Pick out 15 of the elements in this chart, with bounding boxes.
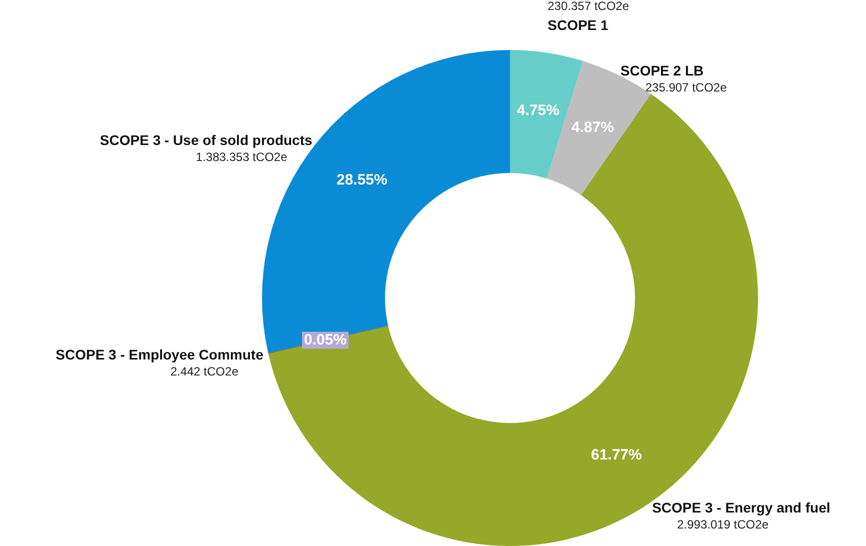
text: 235.907 tCO2e: [645, 80, 728, 94]
data-label: 4.87%: [571, 118, 614, 136]
slice-label: SCOPE 3 - Employee Commute: [56, 346, 264, 362]
data-label: 0.05%: [304, 332, 347, 349]
text: 230.357 tCO2e: [548, 0, 630, 13]
slice-label: SCOPE 2 LB: [620, 62, 704, 78]
slice-label: SCOPE 3 - Use of sold products: [100, 132, 312, 148]
slice-label: SCOPE 1: [548, 16, 609, 33]
data-label: 61.77%: [590, 446, 642, 464]
slice-label: SCOPE 3 - Energy and fuel: [652, 499, 830, 516]
text: 2.993.019 tCO2e: [677, 517, 769, 532]
text: 2.442 tCO2e: [170, 364, 239, 378]
data-label: 28.55%: [336, 171, 388, 188]
text: 1.383.353 tCO2e: [196, 150, 288, 164]
data-label: 4.75%: [516, 102, 560, 120]
